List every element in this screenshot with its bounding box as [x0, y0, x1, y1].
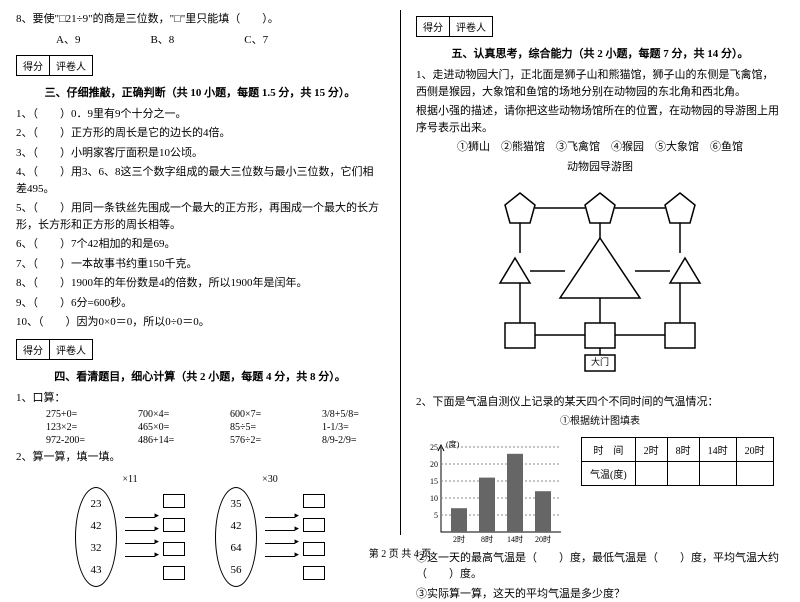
calc2-label: 2、算一算，填一填。 [16, 449, 384, 466]
judge-2: 2、（ ）正方形的周长是它的边长的4倍。 [16, 125, 384, 142]
temp-table: 时 间 2时 8时 14时 20时 气温(度) [581, 437, 774, 486]
oval-inputs-2: 35426456 [215, 487, 257, 587]
judge-3: 3、（ ）小明家客厅面积是10公顷。 [16, 145, 384, 162]
output-boxes-2 [303, 494, 325, 580]
judge-4: 4、（ ）用3、6、8这三个数字组成的最大三位数与最小三位数，它们相差495。 [16, 164, 384, 197]
svg-text:15: 15 [430, 477, 438, 486]
q5-1a: 1、走进动物园大门，正北面是狮子山和熊猫馆，狮子山的东侧是飞禽馆，西侧是猴园，大… [416, 67, 784, 100]
q5-2c: ③实际算一算，这天的平均气温是多少度？ [416, 586, 784, 602]
time-3: 14时 [699, 437, 736, 461]
blank-2 [667, 461, 699, 485]
calc-label: 1、口算： [16, 390, 384, 407]
q8-options: A、9 B、8 C、7 [56, 31, 384, 47]
blank-3 [699, 461, 736, 485]
arrow-diagram: ×11 23423243 ×30 35426456 [16, 474, 384, 587]
q5-2: 2、下面是气温自测仪上记录的某天四个不同时间的气温情况： [416, 394, 784, 411]
score-label: 得分 [416, 16, 449, 37]
judge-8: 8、（ ）1900年的年份数是4的倍数，所以1900年是闰年。 [16, 275, 384, 292]
gate-label: 大门 [591, 356, 609, 367]
svg-text:10: 10 [430, 494, 438, 503]
grader-label: 评卷人 [49, 339, 93, 360]
judge-1: 1、（ ）0．9里有9个十分之一。 [16, 106, 384, 123]
svg-text:8时: 8时 [481, 534, 493, 544]
chart-area: 252015105(度)2时8时14时20时 时 间 2时 8时 14时 20时… [416, 437, 784, 547]
section-5-title: 五、认真思考，综合能力（共 2 小题，每题 7 分，共 14 分）。 [416, 45, 784, 61]
question-8: 8、要使"□21÷9"的商是三位数，"□"里只能填（ ）。 [16, 11, 384, 28]
page-footer: 第 2 页 共 4 页 [0, 545, 800, 560]
judge-7: 7、（ ）一本故事书约重150千克。 [16, 256, 384, 273]
time-2: 8时 [667, 437, 699, 461]
th-temp: 气温(度) [582, 461, 636, 485]
svg-text:2时: 2时 [453, 534, 465, 544]
svg-text:25: 25 [430, 443, 438, 452]
output-boxes-1 [163, 494, 185, 580]
judge-5: 5、（ ）用同一条铁丝先围成一个最大的正方形，再围成一个最大的长方形，长方形和正… [16, 200, 384, 233]
score-box-1: 得分 评卷人 [16, 55, 384, 76]
judge-6: 6、（ ）7个42相加的和是69。 [16, 236, 384, 253]
zoo-map-title: 动物园导游图 [416, 159, 784, 176]
score-label: 得分 [16, 55, 49, 76]
svg-text:(度): (度) [446, 439, 460, 449]
opt-c: C、7 [244, 31, 268, 47]
q5-1b: 根据小强的描述，请你把这些动物场馆所在的位置，在动物园的导游图上用序号表示出来。 [416, 103, 784, 136]
zoo-legend: ①狮山 ②熊猫馆 ③飞禽馆 ④猴园 ⑤大象馆 ⑥鱼馆 [416, 139, 784, 156]
score-box-3: 得分 评卷人 [416, 16, 784, 37]
opt-b: B、8 [150, 31, 174, 47]
arrow-set-2: ×30 35426456 [215, 474, 325, 587]
svg-text:20时: 20时 [535, 534, 551, 544]
section-4-title: 四、看清题目，细心计算（共 2 小题，每题 4 分，共 8 分）。 [16, 368, 384, 384]
th-time: 时 间 [582, 437, 636, 461]
oval-inputs-1: 23423243 [75, 487, 117, 587]
svg-text:14时: 14时 [507, 534, 523, 544]
svg-text:5: 5 [434, 511, 438, 520]
arrow-set-1: ×11 23423243 [75, 474, 185, 587]
judge-9: 9、（ ）6分=600秒。 [16, 295, 384, 312]
grader-label: 评卷人 [449, 16, 493, 37]
blank-4 [736, 461, 773, 485]
section-3-title: 三、仔细推敲，正确判断（共 10 小题，每题 1.5 分，共 15 分）。 [16, 84, 384, 100]
judge-10: 10、（ ）因为0×0＝0，所以0÷0＝0。 [16, 314, 384, 331]
zoo-map: 大门 [416, 183, 784, 386]
multiplier-1: ×11 [75, 474, 185, 485]
right-column: 得分 评卷人 五、认真思考，综合能力（共 2 小题，每题 7 分，共 14 分）… [400, 0, 800, 565]
calc-grid: 275+0=700×4=600×7=3/8+5/8=123×2=465×0=85… [16, 409, 384, 446]
time-4: 20时 [736, 437, 773, 461]
left-column: 8、要使"□21÷9"的商是三位数，"□"里只能填（ ）。 A、9 B、8 C、… [0, 0, 400, 565]
svg-text:20: 20 [430, 460, 438, 469]
grader-label: 评卷人 [49, 55, 93, 76]
multiplier-2: ×30 [215, 474, 325, 485]
blank-1 [635, 461, 667, 485]
chart-subtitle: ①根据统计图填表 [416, 414, 784, 429]
score-label: 得分 [16, 339, 49, 360]
score-box-2: 得分 评卷人 [16, 339, 384, 360]
time-1: 2时 [635, 437, 667, 461]
bar-chart: 25 20 15 10 5 (度) 2时 8时 14时 20时 [416, 437, 566, 547]
opt-a: A、9 [56, 31, 80, 47]
